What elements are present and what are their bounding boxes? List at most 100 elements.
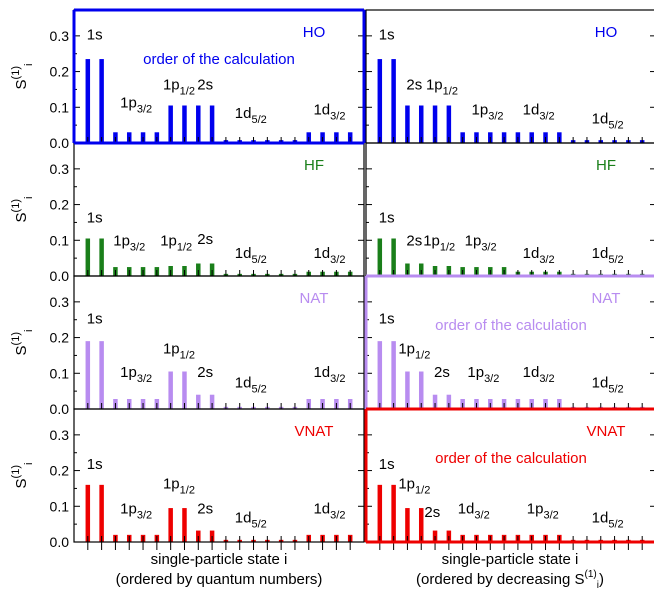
state-label: 1s <box>87 209 103 226</box>
y-tick-label: 0.2 <box>50 463 70 479</box>
bar <box>85 341 91 409</box>
x-label-left-line2: (ordered by quantum numbers) <box>116 571 323 588</box>
state-label: 2s <box>406 76 422 93</box>
state-label-sub: 3/2 <box>137 373 152 385</box>
state-label-main: 2s <box>406 76 422 93</box>
bar <box>391 341 396 409</box>
y-tick-label: 0.0 <box>50 135 70 151</box>
state-label-sub: 3/2 <box>543 509 558 521</box>
state-label: 1s <box>379 310 395 327</box>
state-label: 1p1/2 <box>160 233 192 254</box>
state-label: 1d5/2 <box>592 375 624 396</box>
y-tick-label: 0.1 <box>50 498 70 514</box>
state-label-main: 1s <box>87 26 103 43</box>
x-axis-labels: single-particle state i (ordered by quan… <box>116 551 604 591</box>
x-label-right-line1: single-particle state i <box>442 551 579 568</box>
state-label-sub: 3/2 <box>539 110 554 122</box>
x-label-right-suffix: ) <box>599 571 604 588</box>
bar <box>391 238 396 276</box>
state-label-main: 2s <box>197 364 213 381</box>
state-label-main: 2s <box>197 76 213 93</box>
state-label-main: 1p <box>398 341 415 358</box>
y-tick-label: 0.3 <box>50 427 70 443</box>
state-label: 1p1/2 <box>163 76 195 97</box>
state-label: 1s <box>379 26 395 43</box>
state-label-sub: 5/2 <box>251 114 266 126</box>
y-axis-label-sup: (1) <box>10 465 22 478</box>
state-label-main: 1d <box>592 110 609 127</box>
bar <box>377 59 383 144</box>
state-label-main: 1d <box>458 500 475 517</box>
state-label-sub: 5/2 <box>251 518 266 530</box>
state-label: 1d5/2 <box>592 245 624 266</box>
bar <box>85 484 91 542</box>
y-tick-label: 0.1 <box>50 99 70 115</box>
bar <box>182 105 187 143</box>
bar <box>418 105 424 143</box>
panel-frame <box>73 408 365 543</box>
state-label: 1s <box>379 209 395 226</box>
bar <box>99 59 104 144</box>
state-label: 1d5/2 <box>592 509 624 530</box>
legend-label: HO <box>595 24 618 41</box>
state-label: 1d5/2 <box>235 105 267 126</box>
y-tick-label: 0.3 <box>50 294 70 310</box>
state-label-main: 1p <box>465 233 482 250</box>
y-tick-label: 0.2 <box>50 197 70 213</box>
state-label-main: 1d <box>592 245 609 262</box>
state-label: 1d5/2 <box>235 375 267 396</box>
state-label: 1d5/2 <box>235 509 267 530</box>
state-label: 2s <box>424 504 440 521</box>
state-label-main: 2s <box>424 504 440 521</box>
state-label-main: 2s <box>406 233 422 250</box>
state-label-main: 1p <box>423 233 440 250</box>
state-label-main: 1p <box>527 500 544 517</box>
state-label: 1d3/2 <box>523 364 555 385</box>
y-axis-label-sup: (1) <box>10 332 22 345</box>
bar <box>432 105 438 143</box>
state-label: 1p1/2 <box>163 475 195 496</box>
panel-note: order of the calculation <box>435 450 587 467</box>
y-tick-label: 0.2 <box>50 330 70 346</box>
state-label-main: 1p <box>120 94 137 111</box>
state-label-sub: 3/2 <box>330 110 345 122</box>
state-label-sub: 5/2 <box>608 518 623 530</box>
state-label-main: 1d <box>235 245 252 262</box>
state-label-sub: 5/2 <box>251 254 266 266</box>
bar <box>446 394 452 409</box>
state-label-main: 1p <box>426 76 443 93</box>
x-label-left-line1: single-particle state i <box>151 551 288 568</box>
state-label-sub: 3/2 <box>539 254 554 266</box>
state-label: 1d3/2 <box>313 364 345 385</box>
y-axis-label-sub: i <box>23 197 35 199</box>
state-label-main: 2s <box>434 364 450 381</box>
bar <box>418 508 424 542</box>
state-label-main: 1p <box>467 364 484 381</box>
state-label-main: 1d <box>313 364 330 381</box>
state-label-main: 1s <box>379 310 395 327</box>
panel-note: order of the calculation <box>435 317 587 334</box>
y-axis-label-base: S <box>13 212 30 222</box>
bar <box>85 238 91 276</box>
y-axis-label-sub: i <box>23 330 35 332</box>
bar <box>377 238 383 276</box>
state-label: 1p3/2 <box>472 101 504 122</box>
bar <box>182 508 187 542</box>
bar <box>418 263 424 276</box>
state-label-main: 1d <box>235 105 252 122</box>
bar <box>168 105 173 143</box>
state-label: 1s <box>87 26 103 43</box>
state-label-main: 1p <box>113 233 130 250</box>
legend-label: HO <box>303 24 326 41</box>
state-label: 2s <box>197 500 213 517</box>
bar <box>209 394 215 409</box>
state-label-sub: 1/2 <box>415 350 430 362</box>
state-label: 1d3/2 <box>458 500 490 521</box>
